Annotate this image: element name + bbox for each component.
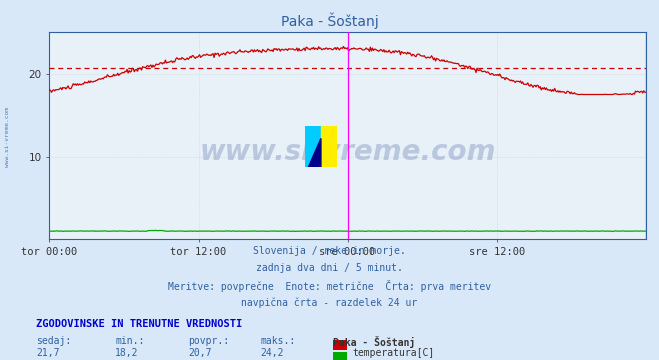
Text: www.si-vreme.com: www.si-vreme.com — [5, 107, 11, 167]
Text: 20,7: 20,7 — [188, 348, 212, 358]
Text: Slovenija / reke in morje.: Slovenija / reke in morje. — [253, 246, 406, 256]
Text: navpična črta - razdelek 24 ur: navpična črta - razdelek 24 ur — [241, 297, 418, 308]
Bar — [305, 126, 321, 167]
Text: maks.:: maks.: — [260, 336, 295, 346]
Text: www.si-vreme.com: www.si-vreme.com — [200, 139, 496, 166]
Text: povpr.:: povpr.: — [188, 336, 229, 346]
Text: 21,7: 21,7 — [36, 348, 60, 358]
Bar — [321, 126, 337, 167]
Text: sedaj:: sedaj: — [36, 336, 71, 346]
Text: ZGODOVINSKE IN TRENUTNE VREDNOSTI: ZGODOVINSKE IN TRENUTNE VREDNOSTI — [36, 319, 243, 329]
Text: temperatura[C]: temperatura[C] — [353, 348, 435, 358]
Text: Paka - Šoštanj: Paka - Šoštanj — [333, 336, 415, 348]
Text: Paka - Šoštanj: Paka - Šoštanj — [281, 13, 378, 29]
Text: min.:: min.: — [115, 336, 145, 346]
Text: Meritve: povprečne  Enote: metrične  Črta: prva meritev: Meritve: povprečne Enote: metrične Črta:… — [168, 280, 491, 292]
Polygon shape — [308, 138, 321, 167]
Text: 18,2: 18,2 — [115, 348, 139, 358]
Text: zadnja dva dni / 5 minut.: zadnja dva dni / 5 minut. — [256, 263, 403, 273]
Text: 24,2: 24,2 — [260, 348, 284, 358]
